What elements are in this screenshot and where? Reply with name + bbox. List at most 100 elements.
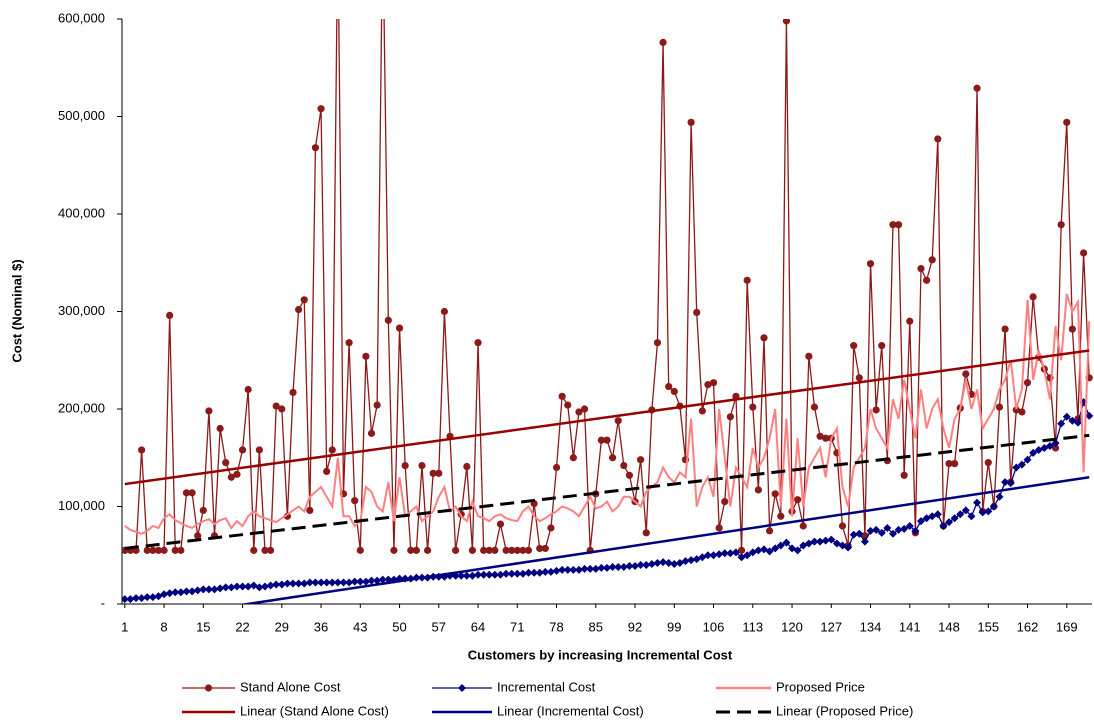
- legend-label: Linear (Incremental Cost): [497, 703, 644, 718]
- point: [260, 582, 269, 591]
- point: [513, 569, 522, 578]
- point: [687, 118, 695, 126]
- x-tick-label: 141: [899, 619, 921, 634]
- point: [423, 546, 432, 554]
- point: [194, 532, 202, 540]
- point: [283, 579, 292, 588]
- point: [765, 547, 774, 556]
- point: [513, 546, 521, 554]
- point: [670, 387, 678, 396]
- point: [872, 525, 881, 534]
- point: [463, 462, 471, 471]
- point: [272, 402, 280, 410]
- point: [1063, 118, 1071, 126]
- point: [328, 578, 337, 587]
- point: [900, 524, 909, 533]
- point: [148, 593, 157, 602]
- point: [126, 595, 135, 604]
- point: [793, 546, 802, 555]
- point: [238, 446, 247, 454]
- point: [530, 568, 539, 577]
- point: [519, 546, 527, 554]
- point: [485, 546, 493, 554]
- point: [222, 459, 230, 467]
- point: [726, 413, 734, 421]
- point: [664, 559, 673, 568]
- point: [541, 567, 550, 576]
- point: [227, 583, 236, 592]
- point: [193, 586, 202, 595]
- point: [995, 492, 1004, 501]
- point: [233, 470, 241, 478]
- point: [390, 546, 398, 554]
- point: [900, 471, 908, 479]
- point: [177, 546, 185, 554]
- point: [850, 342, 858, 350]
- point: [238, 582, 247, 591]
- point: [535, 568, 544, 577]
- x-axis-title: Customers by increasing Incremental Cost: [468, 647, 733, 662]
- legend-label: Stand Alone Cost: [240, 679, 341, 694]
- point: [681, 557, 690, 566]
- point: [771, 544, 780, 553]
- x-tick-label: 106: [703, 619, 725, 634]
- x-tick-label: 1: [121, 619, 128, 634]
- point: [721, 498, 729, 506]
- point: [373, 401, 381, 409]
- y-tick-label: 400,000: [58, 205, 105, 220]
- point: [154, 546, 163, 554]
- point: [805, 352, 813, 360]
- point: [698, 407, 706, 415]
- point: [726, 549, 735, 558]
- point: [1051, 439, 1060, 448]
- series-line: [124, 293, 1091, 535]
- legend-label: Incremental Cost: [497, 679, 596, 694]
- point: [945, 460, 953, 468]
- point: [474, 570, 483, 579]
- point: [642, 529, 650, 537]
- point: [328, 446, 336, 454]
- point: [1068, 325, 1076, 333]
- x-tick-label: 169: [1056, 619, 1078, 634]
- point: [418, 461, 426, 470]
- point: [182, 587, 191, 596]
- x-tick-label: 134: [860, 619, 882, 634]
- point: [855, 529, 864, 538]
- point: [609, 454, 617, 462]
- point: [838, 522, 847, 530]
- point: [143, 546, 151, 554]
- point: [670, 560, 679, 569]
- point: [373, 576, 382, 585]
- point: [866, 260, 875, 268]
- point: [962, 370, 970, 378]
- trend-line: [124, 433, 1090, 550]
- point: [558, 565, 567, 574]
- point: [564, 401, 572, 409]
- x-tick-label: 8: [160, 619, 167, 634]
- point: [1062, 412, 1071, 421]
- x-tick-label: 43: [353, 619, 367, 634]
- y-tick-label: 500,000: [58, 108, 105, 123]
- point: [569, 454, 577, 462]
- point: [827, 535, 836, 544]
- point: [384, 316, 392, 324]
- point: [878, 342, 886, 350]
- point: [333, 578, 342, 587]
- point: [754, 546, 763, 555]
- x-tick-label: 50: [392, 619, 406, 634]
- point: [1012, 406, 1020, 414]
- point: [608, 562, 617, 571]
- point: [782, 538, 791, 547]
- x-tick-label: 155: [977, 619, 999, 634]
- point: [563, 565, 572, 574]
- point: [541, 544, 549, 553]
- point: [367, 429, 376, 437]
- point: [1001, 478, 1010, 487]
- point: [356, 577, 365, 586]
- point: [1079, 249, 1088, 257]
- point: [165, 589, 174, 598]
- point: [474, 339, 482, 347]
- point: [821, 536, 830, 545]
- point: [255, 583, 264, 592]
